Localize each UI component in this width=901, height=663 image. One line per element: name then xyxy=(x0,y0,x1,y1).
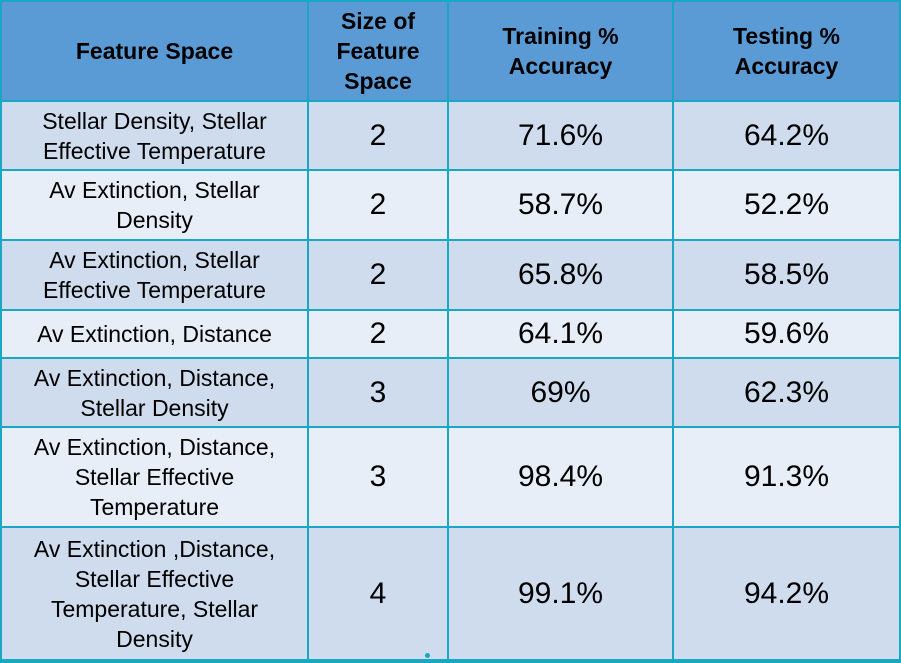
size-cell: 2 xyxy=(307,100,449,171)
feature-space-cell: Av Extinction, Stellar Density xyxy=(0,169,309,241)
feature-space-cell: Av Extinction, Distance, Stellar Density xyxy=(0,357,309,428)
table-row: Av Extinction, Distance, Stellar Effecti… xyxy=(0,426,901,528)
size-cell: 2 xyxy=(307,239,449,311)
size-cell: 3 xyxy=(307,357,449,428)
size-cell: 2 xyxy=(307,169,449,241)
feature-space-cell: Av Extinction ,Distance, Stellar Effecti… xyxy=(0,526,309,661)
feature-space-cell: Av Extinction, Distance, Stellar Effecti… xyxy=(0,426,309,528)
table-row: Stellar Density, Stellar Effective Tempe… xyxy=(0,100,901,171)
training-accuracy-cell: 98.4% xyxy=(447,426,674,528)
table-row: Av Extinction, Distance 2 64.1% 59.6% xyxy=(0,309,901,359)
feature-space-cell: Stellar Density, Stellar Effective Tempe… xyxy=(0,100,309,171)
feature-space-cell: Av Extinction, Distance xyxy=(0,309,309,359)
testing-accuracy-cell: 94.2% xyxy=(672,526,901,661)
feature-space-cell: Av Extinction, Stellar Effective Tempera… xyxy=(0,239,309,311)
table-row: Av Extinction, Stellar Density 2 58.7% 5… xyxy=(0,169,901,241)
header-testing-accuracy: Testing % Accuracy xyxy=(672,0,901,102)
training-accuracy-cell: 64.1% xyxy=(447,309,674,359)
size-cell: 4 xyxy=(307,526,449,661)
testing-accuracy-cell: 64.2% xyxy=(672,100,901,171)
header-size: Size of Feature Space xyxy=(307,0,449,102)
table-row: Av Extinction ,Distance, Stellar Effecti… xyxy=(0,526,901,661)
header-row: Feature Space Size of Feature Space Trai… xyxy=(0,0,901,102)
training-accuracy-cell: 99.1% xyxy=(447,526,674,661)
testing-accuracy-cell: 91.3% xyxy=(672,426,901,528)
table-row: Av Extinction, Distance, Stellar Density… xyxy=(0,357,901,428)
handle-dot xyxy=(425,653,430,658)
size-cell: 3 xyxy=(307,426,449,528)
training-accuracy-cell: 58.7% xyxy=(447,169,674,241)
training-accuracy-cell: 71.6% xyxy=(447,100,674,171)
table-row: Av Extinction, Stellar Effective Tempera… xyxy=(0,239,901,311)
testing-accuracy-cell: 59.6% xyxy=(672,309,901,359)
testing-accuracy-cell: 62.3% xyxy=(672,357,901,428)
training-accuracy-cell: 69% xyxy=(447,357,674,428)
header-training-accuracy: Training % Accuracy xyxy=(447,0,674,102)
testing-accuracy-cell: 58.5% xyxy=(672,239,901,311)
size-cell: 2 xyxy=(307,309,449,359)
header-feature-space: Feature Space xyxy=(0,0,309,102)
training-accuracy-cell: 65.8% xyxy=(447,239,674,311)
testing-accuracy-cell: 52.2% xyxy=(672,169,901,241)
